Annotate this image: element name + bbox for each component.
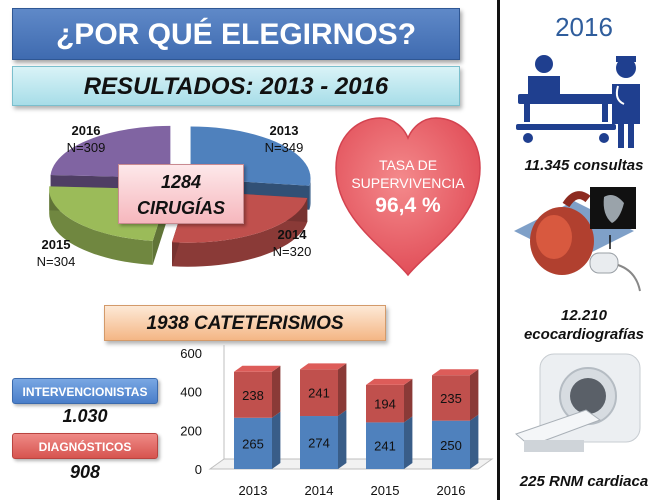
catheterization-bar-chart: 0 200 400 600 265 238 2013 274 241 2014 241 194 2015… (180, 345, 494, 498)
bar-value-label: 241 (308, 386, 330, 401)
catheterization-title: 1938 CATETERISMOS (104, 305, 386, 341)
bar-segment-2014-0 (300, 410, 347, 469)
bar-segment-2014-1 (300, 363, 347, 417)
echo-count: 12.210 (561, 307, 607, 324)
x-tick-label: 2013 (239, 483, 268, 498)
legend-diagnostic: DIAGNÓSTICOS (12, 433, 158, 459)
surgeries-total-box: 1284 CIRUGÍAS (118, 164, 244, 224)
bar-segment-2013-0 (234, 411, 281, 469)
pie-label-2013: 2013 N=349 (264, 123, 304, 155)
x-tick-label: 2015 (371, 483, 400, 498)
page-subtitle: RESULTADOS: 2013 - 2016 (12, 66, 460, 106)
x-tick-label: 2016 (437, 483, 466, 498)
mri-scanner-icon (515, 353, 641, 452)
right-panel-year: 2016 (555, 12, 613, 42)
consults-count: 11.345 consultas (524, 157, 644, 174)
bar-segment-2015-0 (366, 416, 413, 469)
survival-rate-text: TASA DE SUPERVIVENCIA 96,4 % (343, 156, 473, 220)
surgeries-total-label: CIRUGÍAS (136, 198, 225, 218)
heart-icon (335, 117, 481, 277)
bar-value-label: 265 (242, 436, 264, 451)
bar-segment-2015-1 (366, 378, 413, 423)
bar-value-label: 238 (242, 388, 264, 403)
y-tick-label: 600 (180, 346, 202, 361)
pie-label-2014: 2014 N=320 (272, 227, 312, 259)
y-tick-label: 0 (195, 462, 202, 477)
bar-value-label: 274 (308, 436, 330, 451)
surgeries-total-number: 1284 (160, 172, 202, 192)
bar-segment-2016-1 (432, 369, 479, 421)
bar-segment-2016-0 (432, 414, 479, 469)
echo-label: ecocardiografías (523, 326, 645, 343)
y-tick-label: 400 (180, 385, 202, 400)
bar-value-label: 241 (374, 439, 396, 454)
bar-segment-2013-1 (234, 365, 281, 418)
page-title: ¿POR QUÉ ELEGIRNOS? (12, 8, 460, 60)
mri-count: 225 RNM cardiaca (519, 473, 649, 490)
pie-label-2016: 2016 N=309 (66, 123, 106, 155)
legend-interventional: INTERVENCIONISTAS (12, 378, 158, 404)
echocardiography-icon (514, 187, 641, 292)
pie-label-2015: 2015 N=304 (36, 237, 76, 269)
survival-value: 96,4 % (375, 194, 441, 217)
survival-line1: TASA DE (378, 157, 438, 173)
interventional-total: 1.030 (62, 406, 108, 426)
column-divider (497, 0, 500, 500)
survival-line2: SUPERVIVENCIA (351, 175, 465, 191)
bar-value-label: 250 (440, 438, 462, 453)
y-tick-label: 200 (180, 423, 202, 438)
doctor-patient-icon (516, 55, 640, 148)
x-tick-label: 2014 (305, 483, 334, 498)
bar-value-label: 194 (374, 397, 396, 412)
diagnostic-total: 908 (69, 462, 101, 482)
bar-value-label: 235 (440, 391, 462, 406)
